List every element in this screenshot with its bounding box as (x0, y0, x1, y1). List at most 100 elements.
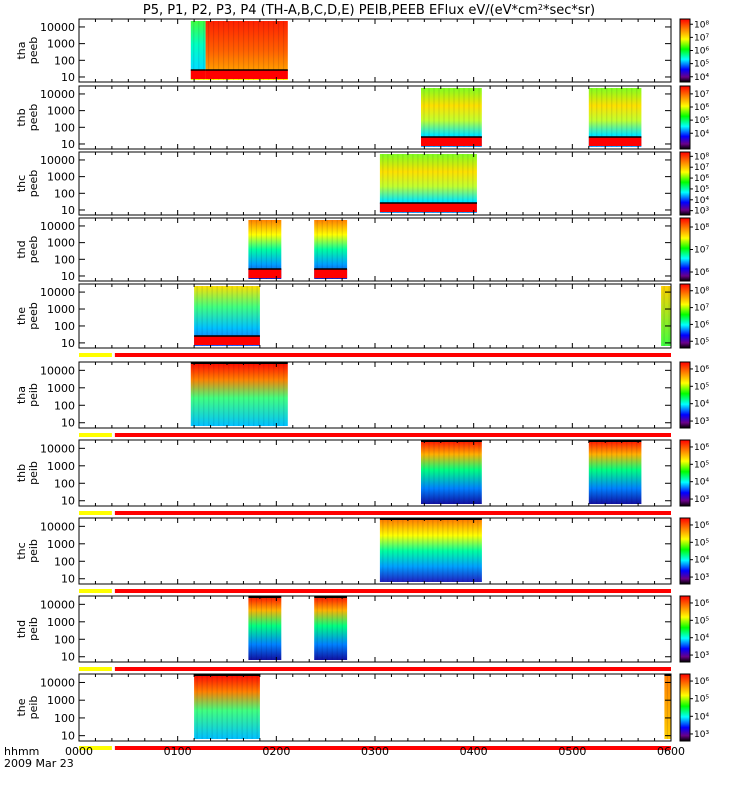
y-tick-label: 10 (61, 651, 75, 664)
status-bar-red (114, 746, 671, 750)
panel-tha-peib: 10000 1000 100 10 thapeib 10⁶ 10⁵ 10⁴ 10³ (15, 361, 709, 437)
colorbar (679, 85, 691, 150)
colorbar (679, 18, 691, 83)
y-tick-label: 10 (61, 337, 75, 350)
colorbar-tick-label: 10⁶ (694, 677, 709, 687)
colorbar-tick-label: 10³ (694, 495, 709, 505)
low-energy-band (421, 137, 482, 146)
y-axis-label: thepeeb (15, 302, 40, 330)
panel-frame (78, 517, 672, 585)
spectrogram-block (421, 442, 482, 504)
colorbar-tick-label: 10³ (694, 651, 709, 661)
y-tick-label: 10 (61, 138, 75, 151)
panel-frame (78, 595, 672, 663)
low-energy-band (194, 336, 260, 345)
x-axis: 0000 0100 0200 0300 0400 0500 0600 (65, 745, 685, 758)
y-tick-label: 1000 (47, 105, 75, 118)
colorbar-tick-label: 10⁵ (694, 116, 709, 126)
colorbar-tick-label: 10⁸ (694, 152, 709, 162)
colorbar-tick-label: 10⁶ (694, 320, 709, 330)
status-bar-red (114, 511, 671, 515)
y-tick-label: 10000 (40, 21, 75, 34)
status-bar-yellow (79, 589, 112, 593)
y-tick-label: 1000 (47, 460, 75, 473)
y-tick-label: 10 (61, 573, 75, 586)
status-bar-yellow (79, 353, 112, 357)
colorbar (679, 517, 691, 585)
panel-tha-peeb: 10000 1000 100 10 thapeeb 10⁸ 10⁷ 10⁶ 10⁵ 10⁴ (15, 18, 709, 84)
colorbar-tick-label: 10⁶ (694, 174, 709, 184)
colorbar (679, 673, 691, 742)
status-bar-yellow (79, 746, 112, 750)
x-tick-label: 0100 (164, 745, 192, 758)
colorbar-tick-label: 10⁶ (694, 521, 709, 531)
y-axis-label: thbpeeb (15, 104, 40, 132)
y-tick-label: 100 (54, 187, 75, 200)
x-tick-label: 0200 (262, 745, 290, 758)
panel-frame (78, 85, 672, 150)
colorbar-tick-label: 10³ (694, 417, 709, 427)
y-tick-label: 1000 (47, 538, 75, 551)
colorbar-tick-label: 10⁵ (694, 460, 709, 470)
low-energy-band (190, 70, 206, 79)
status-bar-red (114, 667, 671, 671)
y-axis-label: thbpeib (15, 461, 40, 485)
panel-frame (78, 673, 672, 742)
colorbar (679, 361, 691, 429)
colorbar-tick-label: 10⁵ (694, 337, 709, 347)
panels-group: 10000 1000 100 10 thapeeb 10⁸ 10⁷ 10⁶ 10⁵ 10⁴ 1000… (15, 18, 709, 750)
panel-frame (78, 439, 672, 507)
chart-title: P5, P1, P2, P3, P4 (TH-A,B,C,D,E) PEIB,P… (143, 3, 595, 19)
y-tick-label: 100 (54, 54, 75, 67)
colorbar (679, 439, 691, 507)
colorbar-tick-label: 10⁶ (694, 443, 709, 453)
y-tick-label: 10 (61, 730, 75, 743)
y-tick-label: 10 (61, 495, 75, 508)
colorbar-tick-label: 10⁴ (694, 73, 709, 83)
colorbar-tick-label: 10⁵ (694, 695, 709, 705)
colorbar-tick-label: 10⁶ (694, 365, 709, 375)
colorbar-tick-label: 10³ (694, 730, 709, 740)
low-energy-band (205, 70, 288, 79)
y-tick-label: 10 (61, 417, 75, 430)
spectrogram-block (379, 520, 482, 582)
y-tick-label: 10000 (40, 364, 75, 377)
status-bar-red (114, 589, 671, 593)
colorbar-tick-label: 10⁴ (694, 478, 709, 488)
low-energy-band (314, 269, 348, 278)
colorbar (679, 151, 691, 216)
colorbar-tick-label: 10⁵ (694, 616, 709, 626)
panel-frame (78, 151, 672, 216)
y-axis-label: thcpeib (15, 539, 40, 563)
y-tick-label: 10000 (40, 88, 75, 101)
y-tick-label: 100 (54, 712, 75, 725)
y-tick-label: 100 (54, 320, 75, 333)
y-tick-label: 1000 (47, 171, 75, 184)
y-axis-label: thdpeib (15, 617, 40, 641)
panel-thd-peeb: 10000 1000 100 10 thdpeeb 10⁸ 10⁷ 10⁶ (15, 217, 709, 283)
y-axis-label: thapeeb (15, 37, 40, 65)
y-tick-label: 1000 (47, 237, 75, 250)
spectrogram-block (190, 21, 206, 80)
status-bar-yellow (79, 433, 112, 437)
y-tick-label: 100 (54, 399, 75, 412)
spectrogram-block (190, 364, 288, 426)
y-tick-label: 1000 (47, 382, 75, 395)
y-tick-label: 10000 (40, 220, 75, 233)
status-bar-red (114, 433, 671, 437)
low-energy-band (588, 137, 642, 146)
y-tick-label: 100 (54, 121, 75, 134)
colorbar-tick-label: 10⁶ (694, 599, 709, 609)
x-tick-label: 0300 (361, 745, 389, 758)
colorbar-tick-label: 10⁷ (694, 33, 709, 43)
y-tick-label: 10000 (40, 286, 75, 299)
status-bar-yellow (79, 511, 112, 515)
low-energy-band (248, 269, 282, 278)
status-bar-yellow (79, 667, 112, 671)
status-bar-red (114, 353, 671, 357)
spectrogram-block (661, 286, 671, 346)
panel-frame (78, 361, 672, 429)
colorbar-tick-label: 10⁴ (694, 400, 709, 410)
